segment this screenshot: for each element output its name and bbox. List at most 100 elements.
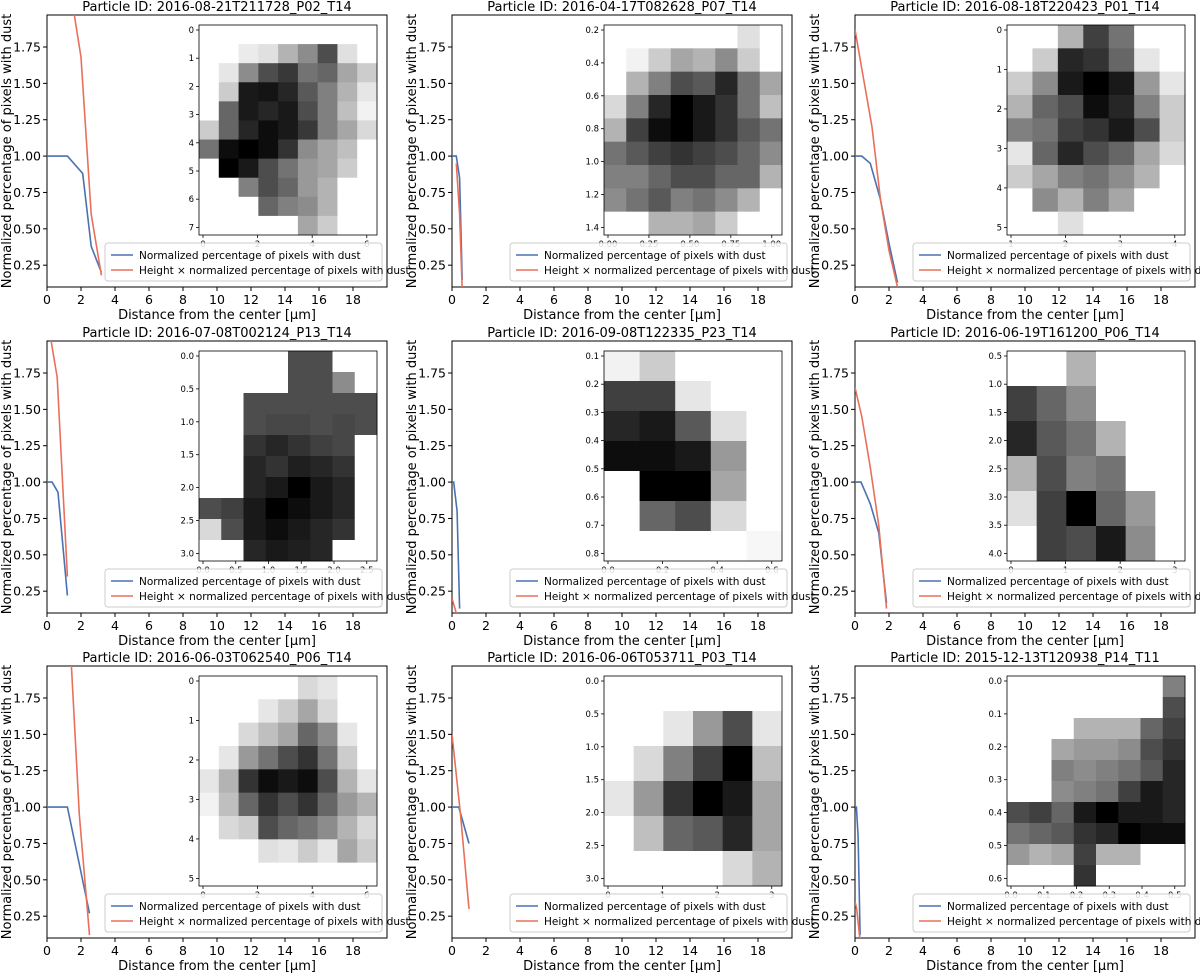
inset-y-tick-label: 0.0	[988, 677, 1002, 687]
heatmap-cell	[1096, 456, 1127, 492]
subplot-1: Particle ID: 2016-08-21T211728_P02_T14 0 2…	[0, 0, 410, 323]
heatmap-cell	[1125, 456, 1156, 492]
heatmap-cell	[1007, 118, 1033, 143]
heatmap-cell	[288, 477, 311, 499]
heatmap-cell	[1155, 421, 1186, 457]
heatmap-cell	[1118, 739, 1141, 761]
heatmap-cell	[1140, 760, 1164, 782]
heatmap-cell	[332, 456, 356, 478]
heatmap-cell	[297, 158, 319, 179]
heatmap-cell	[317, 699, 338, 724]
heatmap-cell	[337, 862, 358, 887]
heatmap-cell	[752, 676, 783, 712]
x-tick-label: 2	[77, 292, 85, 307]
heatmap-cell	[604, 95, 627, 119]
heatmap-cell	[357, 63, 378, 83]
heatmap-cell	[710, 531, 747, 562]
heatmap-cell	[357, 676, 378, 700]
heatmap-cell	[1159, 71, 1186, 96]
heatmap-cell	[357, 25, 378, 45]
heatmap-cell	[693, 851, 724, 887]
heatmap-cell	[354, 498, 378, 520]
heatmap-cell	[258, 215, 279, 236]
heatmap-cell	[1140, 823, 1164, 845]
heatmap-cell	[1108, 165, 1135, 189]
heatmap-cell	[310, 540, 333, 562]
y-tick-label: 0.50	[13, 872, 41, 887]
y-tick-label: 1.00	[13, 149, 41, 164]
heatmap-cell	[265, 456, 289, 478]
heatmap-cell	[1073, 823, 1097, 845]
heatmap-cell	[1096, 526, 1127, 562]
x-tick-label: 14	[277, 618, 293, 633]
x-tick-label: 4	[919, 943, 927, 958]
heatmap-cell	[337, 25, 358, 45]
inset-y-tick-label: 3.0	[180, 549, 194, 559]
heatmap-cell	[626, 71, 649, 96]
heatmap-cell	[317, 158, 338, 179]
x-tick-label: 6	[550, 618, 558, 633]
y-tick-label: 1.50	[13, 76, 41, 91]
legend: Normalized percentage of pixels with dus…	[104, 893, 410, 933]
heatmap-cell	[737, 25, 761, 49]
heatmap-cell	[1007, 823, 1030, 845]
legend-label: Normalized percentage of pixels with dus…	[544, 576, 766, 588]
heatmap-cell	[337, 699, 358, 724]
heatmap-cell	[1096, 739, 1119, 761]
heatmap-cell	[218, 722, 239, 747]
x-tick-label: 18	[750, 618, 766, 633]
heatmap-cell	[278, 746, 299, 770]
x-tick-label: 12	[648, 943, 664, 958]
y-tick-label: 1.25	[418, 763, 446, 778]
heatmap-cell	[715, 165, 738, 189]
x-tick-label: 2	[482, 618, 490, 633]
heatmap-cell	[337, 139, 358, 160]
heatmap-cell	[715, 48, 738, 73]
heatmap-cell	[1007, 351, 1038, 387]
x-axis-label: Distance from the center [µm]	[523, 634, 721, 649]
heatmap-cell	[693, 25, 716, 49]
heatmap-cell	[199, 120, 220, 140]
heatmap-cell	[1007, 386, 1038, 422]
heatmap-cell	[639, 441, 676, 472]
y-axis-label: Normalized percentage of pixels with dus…	[405, 665, 420, 939]
heatmap-cell	[332, 393, 356, 415]
heatmap-cell	[337, 722, 358, 747]
heatmap-cell	[199, 25, 220, 45]
heatmap-cell	[357, 158, 378, 179]
heatmap-cell	[317, 44, 338, 64]
inset-y-tick-label: 2	[189, 756, 194, 766]
heatmap-cell	[357, 215, 378, 236]
heatmap-cell	[332, 477, 356, 499]
heatmap-cell	[238, 44, 259, 64]
x-tick-label: 2	[482, 943, 490, 958]
heatmap-cell	[759, 188, 783, 213]
heatmap-cell	[265, 414, 289, 436]
legend-box	[104, 893, 383, 933]
x-tick-label: 6	[145, 943, 153, 958]
heatmap-cell	[238, 177, 259, 198]
heatmap-cell	[1118, 823, 1141, 845]
y-tick-label: 0.50	[418, 872, 446, 887]
heatmap-cell	[243, 393, 267, 415]
y-tick-label: 0.25	[821, 258, 849, 273]
y-tick-label: 0.50	[821, 547, 849, 562]
heatmap-cell	[1140, 739, 1164, 761]
inset-heatmap: 01230.00.51.01.52.02.53.0	[585, 675, 783, 901]
heatmap-cell	[1162, 802, 1186, 824]
x-tick-label: 10	[209, 292, 225, 307]
heatmap-cell	[1066, 421, 1097, 457]
heatmap-cell	[1083, 71, 1110, 96]
heatmap-cell	[243, 414, 267, 436]
x-tick-label: 8	[584, 618, 592, 633]
heatmap-cell	[737, 71, 761, 96]
inset-y-tick-label: 0.2	[988, 743, 1002, 753]
y-tick-label: 1.75	[821, 366, 849, 381]
heatmap-cell	[317, 120, 338, 140]
inset-y-tick-label: 0.6	[585, 493, 599, 503]
heatmap-cell	[693, 118, 716, 143]
y-tick-label: 1.75	[418, 40, 446, 55]
x-tick-label: 6	[953, 943, 961, 958]
x-tick-label: 8	[179, 943, 187, 958]
heatmap-cell	[722, 816, 753, 852]
